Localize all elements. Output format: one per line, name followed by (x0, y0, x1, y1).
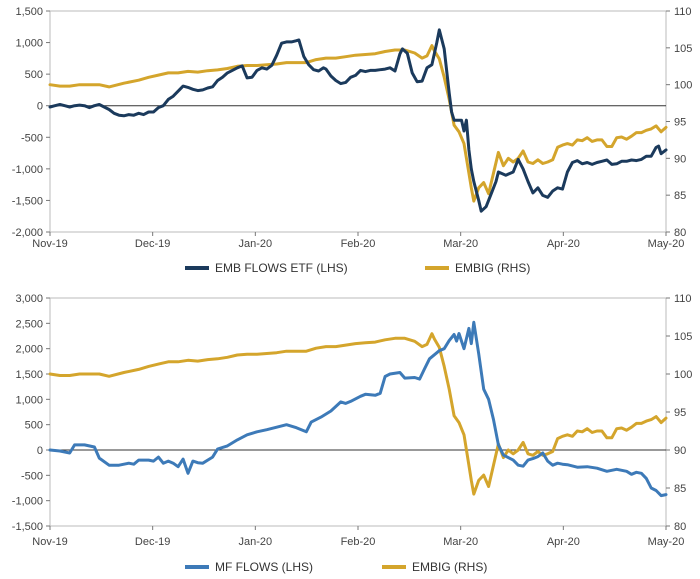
y-right-tick-label: 110 (674, 6, 692, 18)
x-tick-label: Dec-19 (135, 238, 170, 250)
y-left-tick-label: 0 (37, 445, 43, 457)
y-right-tick-label: 80 (674, 521, 686, 533)
y-left-tick-label: 2,500 (15, 318, 43, 330)
y-left-tick-label: -500 (21, 132, 43, 144)
y-left-tick-label: 3,000 (15, 293, 43, 305)
legend-label-1: EMBIG (RHS) (412, 560, 487, 574)
y-left-tick-label: -1,500 (12, 521, 43, 533)
series-line-1 (48, 44, 668, 203)
y-left-tick-label: 1,500 (15, 6, 43, 18)
y-left-tick-label: -1,000 (12, 164, 43, 176)
x-tick-label: Feb-20 (341, 536, 376, 548)
legend-label-0: EMB FLOWS ETF (LHS) (215, 261, 348, 275)
y-left-tick-label: -2,000 (12, 227, 43, 239)
x-tick-label: Jan-20 (239, 536, 273, 548)
x-tick-label: Apr-20 (547, 238, 580, 250)
x-tick-label: Feb-20 (341, 238, 376, 250)
y-left-tick-label: -500 (21, 470, 43, 482)
y-left-tick-label: -1,000 (12, 496, 43, 508)
y-right-tick-label: 85 (674, 483, 686, 495)
y-left-tick-label: 1,000 (15, 38, 43, 50)
series-line-0 (48, 28, 668, 213)
y-right-tick-label: 80 (674, 227, 686, 239)
x-tick-label: Nov-19 (32, 238, 67, 250)
x-tick-label: Apr-20 (547, 536, 580, 548)
y-right-tick-label: 110 (674, 293, 692, 305)
x-tick-label: Nov-19 (32, 536, 67, 548)
x-tick-label: Mar-20 (443, 238, 478, 250)
chart-mf-flows: 3,000 2,500 2,000 1,500 1,000 500 0 -500 -1,000 -… (12, 293, 693, 574)
legend-label-1: EMBIG (RHS) (455, 261, 530, 275)
x-tick-label: Mar-20 (443, 536, 478, 548)
y-right-tick-label: 105 (674, 331, 692, 343)
legend-label-0: MF FLOWS (LHS) (215, 560, 313, 574)
y-right-tick-label: 95 (674, 407, 686, 419)
y-right-tick-label: 95 (674, 117, 686, 129)
y-right-tick-label: 90 (674, 445, 686, 457)
y-left-tick-label: 1,000 (15, 394, 43, 406)
chart-emb-flows: 1,500 1,000 500 0 -500 -1,000 -1,500 -2,000 110 1… (12, 6, 693, 275)
y-right-tick-label: 105 (674, 43, 692, 55)
x-tick-label: Dec-19 (135, 536, 170, 548)
plot-frame (49, 297, 667, 527)
y-left-tick-label: 500 (25, 420, 43, 432)
y-right-tick-label: 85 (674, 190, 686, 202)
y-left-tick-label: 500 (25, 69, 43, 81)
y-left-tick-label: 2,000 (15, 344, 43, 356)
x-tick-label: Jan-20 (239, 238, 273, 250)
y-right-tick-label: 100 (674, 369, 692, 381)
plot-frame (49, 10, 667, 233)
y-right-tick-label: 100 (674, 80, 692, 92)
x-tick-label: May-20 (648, 238, 685, 250)
y-left-tick-label: -1,500 (12, 195, 43, 207)
y-left-tick-label: 0 (37, 101, 43, 113)
series-line-0 (48, 320, 668, 498)
x-tick-label: May-20 (648, 536, 685, 548)
y-left-tick-label: 1,500 (15, 369, 43, 381)
y-right-tick-label: 90 (674, 153, 686, 165)
series-line-1 (48, 332, 668, 496)
